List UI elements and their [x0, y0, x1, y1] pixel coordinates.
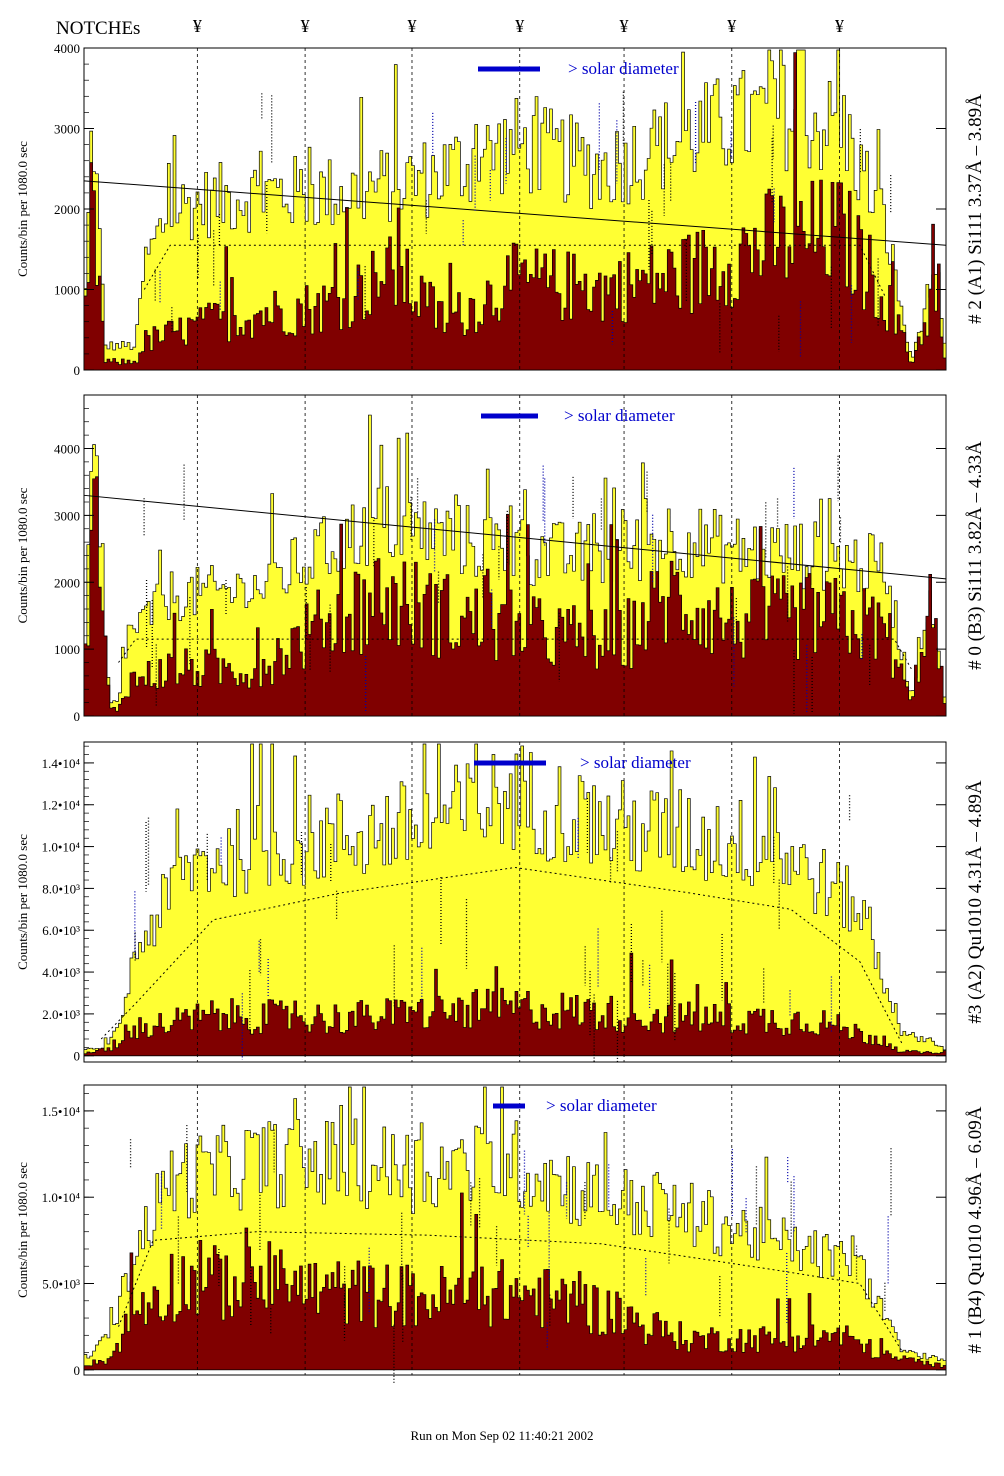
histogram-detail: [83, 1192, 947, 1371]
y-tick-label: 2.0•10³: [42, 1007, 80, 1022]
y-tick-label: 1.2•10⁴: [42, 798, 81, 813]
y-tick-label: 6.0•10³: [42, 923, 80, 938]
panel-right-label: # 2 (A1) Si111 3.37Å – 3.89Å: [965, 94, 986, 324]
y-tick-label: 4.0•10³: [42, 965, 80, 980]
histogram-total: [83, 743, 947, 1057]
notch-marker: ¥: [515, 16, 525, 36]
y-axis-label: Counts/bin per 1080.0 sec: [15, 834, 30, 970]
y-tick-label: 8.0•10³: [42, 881, 80, 896]
trend-line: [83, 180, 947, 246]
notch-marker: ¥: [192, 16, 202, 36]
y-axis-label: Counts/bin per 1080.0 sec: [15, 141, 30, 277]
y-tick-label: 2000: [54, 575, 80, 590]
notch-marker: ¥: [300, 16, 310, 36]
smoothed-mean-line: [118, 1231, 904, 1353]
histogram-detail: [83, 952, 947, 1057]
smoothed-mean-line: [100, 866, 904, 1046]
notch-marker: ¥: [835, 16, 845, 36]
chart-panel-3: 0 2.0•10³ 4.0•10³ 6.0•10³ 8.0•10³ 1.0•10⁴ 1.2•…: [15, 741, 986, 1064]
run-timestamp: Run on Mon Sep 02 11:40:21 2002: [410, 1428, 594, 1443]
y-tick-label: 5.0•10³: [42, 1277, 80, 1292]
solar-diameter-label: > solar diameter: [580, 753, 691, 772]
y-tick-label: 0: [74, 363, 81, 378]
panel-right-label: #3 (A2) Qu1010 4.31Å – 4.89Å: [965, 780, 986, 1024]
notches-title: NOTCHEs: [56, 18, 141, 39]
y-tick-label: 0: [74, 1049, 81, 1064]
smoothed-mean-line: [143, 244, 887, 298]
solar-diameter-label: > solar diameter: [546, 1096, 657, 1115]
y-tick-label: 1.0•10⁴: [42, 1190, 81, 1205]
notch-marker: ¥: [727, 16, 737, 36]
histogram-detail: [83, 476, 947, 717]
solar-diameter-label: > solar diameter: [568, 59, 679, 78]
chart-panel-2: 0 1000 2000 3000 4000 Counts/bin per 1080.0 s…: [15, 394, 986, 724]
y-tick-label: 1.4•10⁴: [42, 756, 81, 771]
histogram-detail: [83, 52, 947, 371]
y-tick-label: 0: [74, 709, 81, 724]
solar-diameter-label: > solar diameter: [564, 406, 675, 425]
y-axis-label: Counts/bin per 1080.0 sec: [15, 487, 30, 623]
y-tick-label: 1000: [54, 642, 80, 657]
y-axis-label: Counts/bin per 1080.0 sec: [15, 1162, 30, 1298]
y-tick-label: 4000: [54, 442, 80, 457]
panel-right-label: # 0 (B3) Si111 3.82Å – 4.33Å: [965, 441, 986, 670]
chart-panel-4: 0 5.0•10³ 1.0•10⁴ 1.5•10⁴ Counts/bin per 108…: [15, 1084, 986, 1385]
y-tick-label: 3000: [54, 122, 80, 137]
notch-marker: ¥: [619, 16, 629, 36]
panel-right-label: # 1 (B4) Qu1010 4.96Å – 6.09Å: [965, 1106, 986, 1353]
y-tick-label: 1000: [54, 283, 80, 298]
y-tick-label: 3000: [54, 508, 80, 523]
y-tick-label: 4000: [54, 41, 80, 56]
y-tick-label: 0: [74, 1363, 81, 1378]
y-tick-label: 1.5•10⁴: [42, 1104, 81, 1119]
trend-line: [83, 494, 947, 580]
y-tick-label: 1.0•10⁴: [42, 840, 81, 855]
chart-panel-1: 0 1000 2000 3000 4000 Counts/bin per 1080.0 s…: [15, 41, 986, 378]
y-tick-label: 2000: [54, 202, 80, 217]
notch-marker: ¥: [407, 16, 417, 36]
